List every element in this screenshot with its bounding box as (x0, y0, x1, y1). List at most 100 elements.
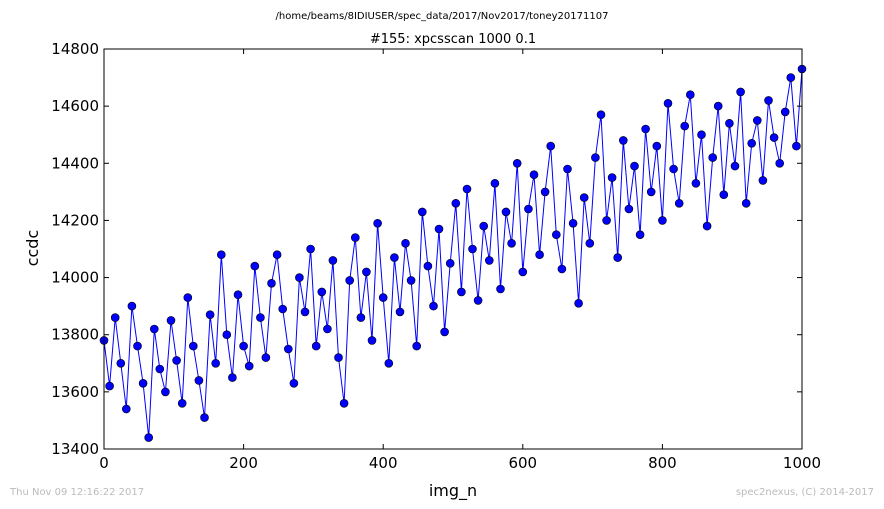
x-tick-label: 0 (99, 454, 109, 472)
x-tick-label: 200 (229, 454, 258, 472)
data-point (323, 324, 332, 334)
data-point (434, 224, 444, 234)
data-point (596, 110, 606, 119)
data-point (311, 341, 321, 351)
data-point (317, 287, 327, 297)
data-point (378, 293, 388, 302)
data-point (457, 287, 466, 297)
chart-title: #155: xpcsscan 1000 0.1 (370, 32, 536, 47)
data-point (390, 253, 399, 262)
data-point (105, 381, 114, 391)
data-point (166, 316, 176, 325)
data-point (261, 353, 271, 362)
data-point (618, 136, 628, 145)
data-point (585, 239, 595, 248)
data-point (250, 261, 260, 271)
data-point (792, 141, 801, 151)
data-point (747, 139, 757, 148)
data-point (272, 250, 282, 259)
data-point (752, 116, 762, 125)
data-point (267, 278, 276, 288)
data-point (256, 313, 265, 322)
data-point (708, 153, 718, 162)
data-point (685, 90, 695, 99)
y-tick-label: 14200 (51, 211, 99, 229)
data-point (630, 161, 639, 171)
data-point (189, 341, 198, 351)
data-point (356, 313, 366, 322)
data-point (295, 273, 304, 282)
data-point (652, 141, 662, 151)
x-tick-label: 800 (648, 454, 677, 472)
data-point (217, 250, 226, 259)
data-point (200, 413, 209, 422)
data-point (239, 341, 248, 351)
data-point (719, 190, 729, 199)
data-point (775, 159, 785, 168)
data-point (194, 376, 204, 385)
y-tick-label: 13800 (51, 326, 99, 344)
data-point (697, 130, 706, 139)
data-point (507, 239, 516, 248)
data-point (591, 153, 600, 162)
data-point (306, 244, 315, 254)
data-point (395, 307, 405, 317)
data-point (758, 176, 768, 185)
data-point (211, 358, 220, 368)
series-layer (99, 64, 807, 442)
data-point (339, 398, 349, 408)
data-point (133, 341, 142, 351)
data-point (535, 250, 544, 259)
plot-frame (103, 48, 803, 450)
data-point (725, 119, 734, 128)
data-point (512, 159, 522, 168)
data-point (579, 193, 589, 202)
footer-credit: spec2nexus, (C) 2014-2017 (735, 487, 874, 498)
tick-layer: 0 200 400 600 800 1000 13400 13600 13800 14000 142… (51, 40, 821, 472)
data-point (786, 73, 796, 82)
data-point (289, 378, 299, 388)
data-point (613, 253, 623, 262)
data-point (624, 204, 634, 214)
data-point (568, 219, 578, 228)
data-point (283, 344, 293, 354)
data-point (429, 301, 438, 311)
data-point (183, 293, 193, 302)
data-point (524, 204, 533, 214)
data-point (462, 184, 472, 194)
data-point (663, 99, 673, 108)
data-point (680, 121, 690, 131)
data-point (602, 216, 611, 225)
data-point (674, 199, 684, 208)
data-point (473, 296, 483, 305)
y-tick-label: 14000 (51, 269, 99, 287)
data-point (244, 361, 254, 371)
data-point (401, 239, 410, 248)
data-point (334, 353, 343, 362)
data-point (490, 179, 500, 188)
data-point (228, 373, 237, 382)
data-point (563, 164, 572, 174)
data-point (155, 364, 165, 374)
data-point (607, 173, 617, 182)
data-point (138, 378, 148, 388)
data-point (172, 356, 181, 365)
y-tick-label: 13600 (51, 383, 99, 401)
data-point (529, 170, 539, 179)
data-point (496, 284, 505, 294)
data-point (350, 233, 360, 242)
data-point (479, 221, 489, 231)
data-point (557, 264, 567, 274)
data-point (574, 298, 583, 308)
data-point (177, 398, 187, 408)
data-point (451, 199, 461, 208)
data-point (328, 256, 338, 265)
data-point (127, 301, 137, 311)
data-point (122, 404, 131, 414)
data-point (362, 267, 371, 277)
y-tick-label: 13400 (51, 440, 99, 458)
data-point (367, 336, 377, 345)
data-point (741, 199, 751, 208)
data-point (222, 330, 232, 340)
